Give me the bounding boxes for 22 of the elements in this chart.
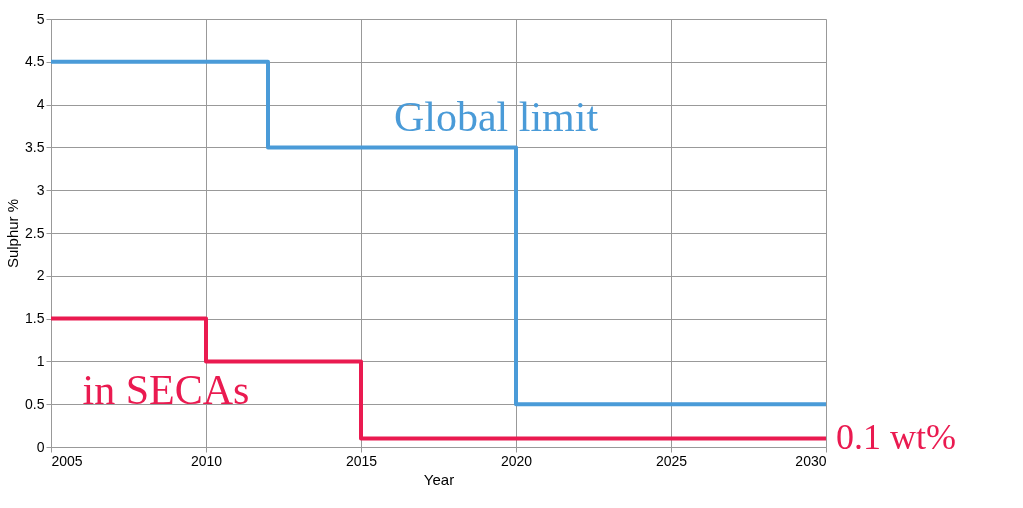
y-tick-label: 1.5: [25, 310, 45, 327]
x-tick-label: 2025: [655, 452, 688, 469]
y-tick-label: 0.5: [25, 395, 45, 412]
series-label: Global limit: [393, 94, 599, 140]
y-axis-title: Sulphur %: [4, 198, 22, 269]
x-axis-title: Year: [423, 470, 455, 488]
y-tick-label: 1: [36, 352, 45, 369]
x-tick-label: 2015: [345, 452, 378, 469]
y-tick-label: 5: [36, 10, 45, 27]
y-tick-label: 2: [36, 267, 45, 284]
y-tick-label: 4: [36, 96, 45, 113]
annotation: 0.1 wt%: [836, 417, 956, 458]
x-tick-label: 2020: [500, 452, 533, 469]
series-label: in SECAs: [82, 367, 250, 413]
y-tick-label: 0: [36, 438, 45, 455]
x-tick-label: 2030: [795, 452, 827, 469]
y-tick-label: 3.5: [25, 138, 45, 155]
x-tick-label: 2005: [51, 452, 83, 469]
y-tick-label: 3: [36, 181, 45, 198]
y-tick-label: 2.5: [25, 224, 45, 241]
y-tick-label: 4.5: [25, 53, 45, 70]
x-tick-label: 2010: [190, 452, 223, 469]
